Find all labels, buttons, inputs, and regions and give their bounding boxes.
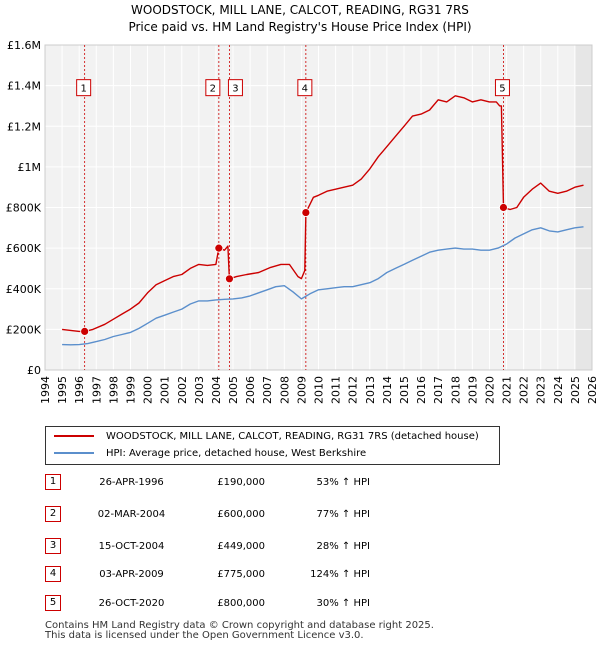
y-tick-label: £200K <box>6 323 42 336</box>
legend-swatch-hpi <box>54 452 94 454</box>
y-tick-label: £0 <box>27 364 41 377</box>
sale-price: £449,000 <box>217 541 265 552</box>
table-row: 3 15-OCT-2004 £449,000 28% ↑ HPI <box>0 538 600 556</box>
y-tick-label: £600K <box>6 242 42 255</box>
sale-number-badge: 5 <box>45 595 61 611</box>
sale-date: 02-MAR-2004 <box>97 509 166 520</box>
table-row: 1 26-APR-1996 £190,000 53% ↑ HPI <box>0 474 600 492</box>
sale-number-box <box>494 79 510 97</box>
x-tick-label: 2018 <box>449 376 462 404</box>
x-tick-label: 2012 <box>347 376 360 404</box>
x-tick-label: 2017 <box>432 376 445 404</box>
plot-border <box>44 44 593 371</box>
legend-item-hpi: HPI: Average price, detached house, West… <box>54 446 366 462</box>
x-tick-label: 2010 <box>313 376 326 404</box>
footer-licence: This data is licensed under the Open Gov… <box>45 630 364 641</box>
sale-hpi-change: 28% ↑ HPI <box>316 541 370 552</box>
sale-hpi-change: 53% ↑ HPI <box>316 477 370 488</box>
sale-price: £190,000 <box>217 477 265 488</box>
x-tick-label: 2026 <box>586 376 599 404</box>
legend-label-property: WOODSTOCK, MILL LANE, CALCOT, READING, R… <box>106 431 479 442</box>
sale-price: £800,000 <box>217 598 265 609</box>
chart-title: WOODSTOCK, MILL LANE, CALCOT, READING, R… <box>131 3 469 17</box>
footer-copyright: Contains HM Land Registry data © Crown c… <box>45 620 434 631</box>
x-tick-label: 2025 <box>569 376 582 404</box>
hpi-line <box>62 226 584 346</box>
x-tick-label: 2000 <box>142 376 155 404</box>
x-tick-label: 2009 <box>295 376 308 404</box>
sale-date: 26-OCT-2020 <box>98 598 165 609</box>
x-tick-label: 2016 <box>415 376 428 404</box>
x-tick-label: 2011 <box>330 376 343 404</box>
sale-number-badge: 1 <box>45 474 61 490</box>
y-tick-label: £1.2M <box>7 120 41 133</box>
sale-date: 03-APR-2009 <box>99 569 164 580</box>
sale-number-badge: 2 <box>45 506 61 522</box>
sale-number-label: 1 <box>80 84 86 95</box>
x-tick-label: 1996 <box>73 376 86 404</box>
chart-subtitle: Price paid vs. HM Land Registry's House … <box>128 20 472 34</box>
sale-number-box <box>227 79 243 97</box>
sale-number-box <box>205 79 221 97</box>
x-tick-label: 1995 <box>56 376 69 404</box>
x-tick-label: 2014 <box>381 376 394 404</box>
sale-point <box>214 243 224 253</box>
sale-point <box>499 203 508 212</box>
x-tick-label: 2013 <box>364 376 377 404</box>
legend-label-hpi: HPI: Average price, detached house, West… <box>106 448 367 459</box>
sale-point <box>225 274 234 284</box>
table-row: 2 02-MAR-2004 £600,000 77% ↑ HPI <box>0 506 600 524</box>
sale-date: 26-APR-1996 <box>99 477 164 488</box>
sale-date: 15-OCT-2004 <box>98 541 165 552</box>
sale-price: £775,000 <box>217 569 265 580</box>
x-tick-label: 2024 <box>552 376 565 404</box>
x-tick-label: 1998 <box>107 376 120 404</box>
sale-price: £600,000 <box>217 509 265 520</box>
sale-point <box>301 208 311 217</box>
x-tick-label: 2015 <box>398 376 411 404</box>
x-tick-label: 2006 <box>244 376 257 404</box>
sale-number-badge: 4 <box>45 566 61 582</box>
x-tick-label: 2008 <box>278 376 291 404</box>
sale-point <box>80 327 90 336</box>
x-tick-label: 2004 <box>210 376 223 404</box>
x-tick-label: 2022 <box>518 376 531 404</box>
x-tick-label: 2005 <box>227 376 240 404</box>
x-tick-label: 2023 <box>535 376 548 404</box>
legend-item-property: WOODSTOCK, MILL LANE, CALCOT, READING, R… <box>54 429 479 445</box>
x-tick-label: 2021 <box>501 376 514 404</box>
y-tick-label: £400K <box>6 283 42 296</box>
legend: WOODSTOCK, MILL LANE, CALCOT, READING, R… <box>45 426 500 465</box>
x-tick-label: 2002 <box>176 376 189 404</box>
price-chart: £0 £200K £400K £600K £800K £1M £1.2M £1.4M £1.6M… <box>6 39 599 404</box>
sale-hpi-change: 124% ↑ HPI <box>310 569 370 580</box>
x-tick-label: 2003 <box>193 376 206 404</box>
sale-hpi-change: 77% ↑ HPI <box>316 509 370 520</box>
sale-number-box <box>76 79 92 97</box>
sale-number-badge: 3 <box>45 538 61 554</box>
y-tick-label: £800K <box>6 202 42 215</box>
y-tick-label: £1.4M <box>7 80 41 93</box>
x-tick-label: 2019 <box>466 376 479 404</box>
sale-number-label: 4 <box>302 84 308 95</box>
y-tick-label: £1M <box>18 161 42 174</box>
sale-number-label: 5 <box>499 84 505 95</box>
table-row: 5 26-OCT-2020 £800,000 30% ↑ HPI <box>0 595 600 613</box>
x-tick-label: 2020 <box>483 376 496 404</box>
x-tick-label: 2001 <box>159 376 172 404</box>
property-price-line <box>62 95 584 333</box>
x-tick-label: 1999 <box>124 376 137 404</box>
sale-hpi-change: 30% ↑ HPI <box>316 598 370 609</box>
sale-number-label: 3 <box>232 84 238 95</box>
legend-swatch-property <box>54 435 94 437</box>
x-tick-label: 1994 <box>39 376 52 404</box>
sale-number-box <box>297 79 313 97</box>
y-tick-label: £1.6M <box>7 39 41 52</box>
x-tick-label: 2007 <box>261 376 274 404</box>
table-row: 4 03-APR-2009 £775,000 124% ↑ HPI <box>0 566 600 584</box>
x-tick-label: 1997 <box>90 376 103 404</box>
sale-number-label: 2 <box>210 84 216 95</box>
